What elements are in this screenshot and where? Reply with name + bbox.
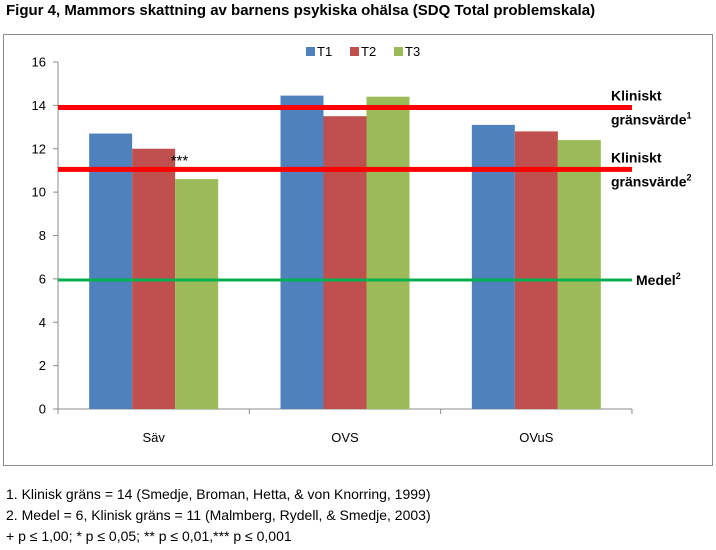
footnotes: 1. Klinisk gräns = 14 (Smedje, Broman, H…: [6, 484, 431, 547]
y-tick-label: 2: [39, 358, 46, 373]
legend-label: T2: [361, 44, 376, 59]
axes: 0 2 4 6 8 10 12 14 16 Säv OVS OVuS: [32, 55, 633, 445]
y-tick-label: 16: [32, 55, 46, 70]
category-label: OVS: [331, 430, 359, 445]
footnote: 2. Medel = 6, Klinisk gräns = 11 (Malmbe…: [6, 507, 431, 523]
bar-T2-OVS: [323, 116, 367, 409]
legend-swatch: [394, 47, 403, 56]
bar-T1-OVS: [280, 95, 324, 409]
reference-label: Kliniskt: [611, 149, 662, 165]
category-label: Säv: [142, 430, 165, 445]
reference-label: Medel2: [636, 271, 681, 288]
bar-T2-OVuS: [514, 131, 558, 409]
bar-T3-OVS: [366, 96, 410, 409]
significance-label: ***: [171, 153, 189, 170]
bar-T1-Säv: [89, 133, 133, 409]
figure-title: Figur 4, Mammors skattning av barnens ps…: [6, 2, 596, 19]
y-tick-label: 4: [39, 315, 46, 330]
y-tick-label: 8: [39, 228, 46, 243]
bar-T3-OVuS: [557, 140, 601, 409]
bar-T3-Säv: [175, 179, 219, 409]
reference-label: Kliniskt: [611, 88, 662, 104]
annotations: ***: [171, 153, 189, 170]
footnote: + p ≤ 1,00; * p ≤ 0,05; ** p ≤ 0,01,*** …: [6, 528, 292, 544]
legend-label: T1: [317, 44, 332, 59]
y-tick-label: 12: [32, 141, 46, 156]
y-tick-label: 14: [32, 98, 46, 113]
legend-swatch: [350, 47, 359, 56]
y-tick-label: 0: [39, 402, 46, 417]
legend-label: T3: [405, 44, 420, 59]
y-tick-label: 10: [32, 185, 46, 200]
footnote: 1. Klinisk gräns = 14 (Smedje, Broman, H…: [6, 486, 431, 502]
category-label: OVuS: [519, 430, 554, 445]
reference-lines: Kliniskt gränsvärde1 Kliniskt gränsvärde2 Me…: [58, 88, 692, 288]
reference-label-2: gränsvärde2: [611, 172, 692, 189]
y-tick-label: 6: [39, 271, 46, 286]
bar-chart: 0 2 4 6 8 10 12 14 16 Säv OVS OVuS Kliniskt gränsvär…: [3, 34, 713, 466]
reference-label-2: gränsvärde1: [611, 111, 692, 128]
legend-swatch: [306, 47, 315, 56]
legend: T1 T2 T3: [306, 44, 420, 59]
bar-T1-OVuS: [471, 124, 515, 410]
